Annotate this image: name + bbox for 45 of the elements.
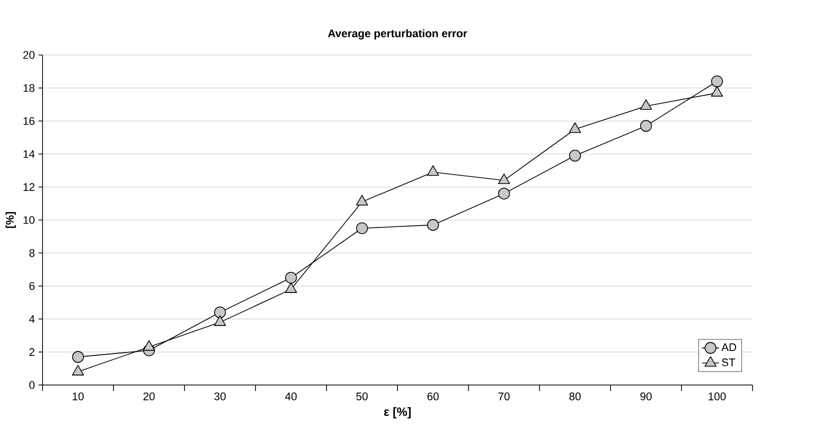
point xyxy=(426,165,440,176)
point xyxy=(710,86,724,97)
y-tick-label: 8 xyxy=(29,249,35,257)
y-tick-label: 12 xyxy=(24,183,34,191)
x-tick-label: 100 xyxy=(708,392,726,400)
point xyxy=(285,272,297,284)
y-tick-label: 6 xyxy=(29,282,35,290)
legend-label: AD xyxy=(721,343,736,351)
y-tick-label: 2 xyxy=(29,348,34,356)
x-tick-label: 60 xyxy=(427,392,439,400)
point xyxy=(498,188,510,200)
point xyxy=(427,219,439,231)
y-axis-title: [%] xyxy=(6,212,16,228)
point xyxy=(214,315,226,326)
y-tick-label: 10 xyxy=(24,216,35,224)
x-tick-label: 90 xyxy=(640,392,652,400)
x-tick-label: 40 xyxy=(285,392,297,400)
point xyxy=(356,194,368,206)
chart-title: Average perturbation error xyxy=(328,29,468,40)
x-tick-label: 20 xyxy=(143,392,155,400)
point xyxy=(142,340,156,351)
x-tick-label: 10 xyxy=(72,392,84,400)
point xyxy=(498,174,510,184)
point xyxy=(72,351,84,363)
y-tick-label: 0 xyxy=(29,381,35,389)
point xyxy=(356,222,368,234)
point xyxy=(569,150,581,162)
point xyxy=(640,99,652,110)
legend-label: ST xyxy=(722,358,736,366)
point xyxy=(568,122,582,133)
point xyxy=(284,282,298,293)
y-tick-label: 20 xyxy=(23,51,35,59)
x-tick-label: 70 xyxy=(498,392,510,400)
point xyxy=(711,76,723,88)
y-tick-label: 18 xyxy=(24,84,34,92)
point xyxy=(72,364,84,376)
y-tick-label: 4 xyxy=(29,315,35,323)
point xyxy=(214,306,226,318)
x-tick-label: 30 xyxy=(214,392,226,400)
y-tick-label: 16 xyxy=(24,117,34,125)
x-tick-label: 50 xyxy=(356,392,368,400)
y-tick-label: 14 xyxy=(24,150,35,158)
x-tick-label: 80 xyxy=(569,392,581,400)
point xyxy=(640,120,652,132)
x-axis-title: ε [%] xyxy=(384,407,411,418)
